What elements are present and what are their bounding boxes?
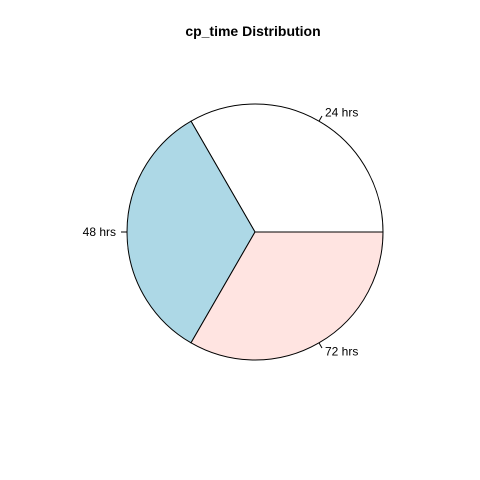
slice-label-48-hrs: 48 hrs xyxy=(83,225,116,239)
pie-labels: 24 hrs 48 hrs 72 hrs xyxy=(83,105,359,358)
pie-slice-48-hrs xyxy=(126,120,256,344)
pie-slice-72-hrs xyxy=(190,231,384,361)
slice-label-72-hrs: 72 hrs xyxy=(325,345,358,359)
slice-label-24-hrs: 24 hrs xyxy=(325,105,358,119)
chart-title: cp_time Distribution xyxy=(185,23,320,39)
pie-slices xyxy=(126,103,384,361)
pie-slice-24-hrs xyxy=(190,103,384,233)
label-leader-72-hrs xyxy=(318,342,323,349)
label-leader-24-hrs xyxy=(318,115,323,122)
